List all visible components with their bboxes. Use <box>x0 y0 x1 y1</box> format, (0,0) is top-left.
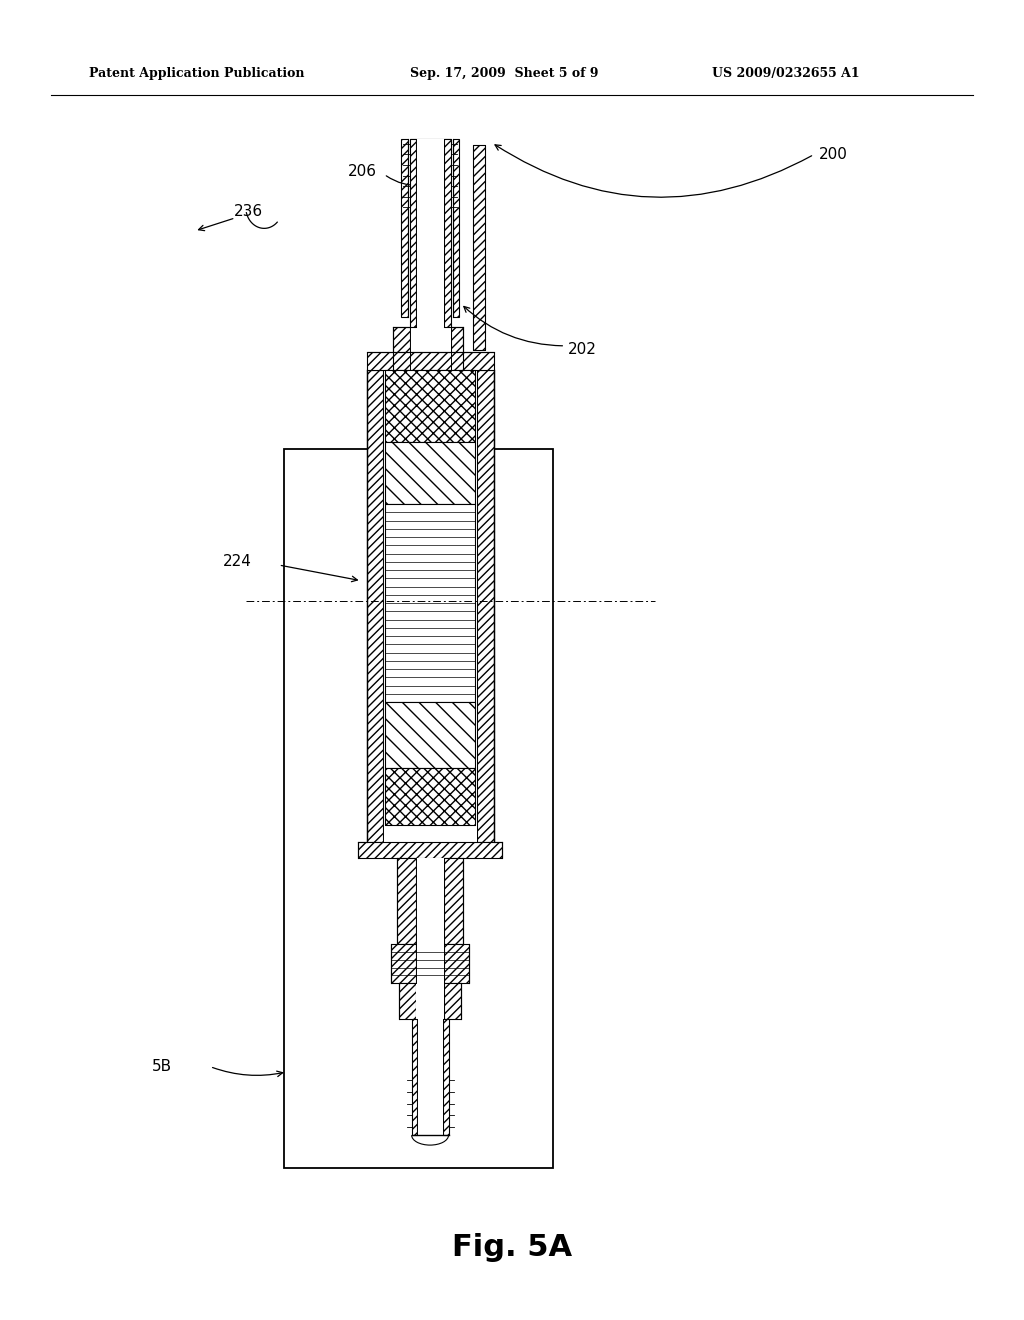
Bar <box>444 944 469 983</box>
Text: 206: 206 <box>348 164 377 180</box>
Bar <box>473 145 485 350</box>
Bar <box>477 370 494 842</box>
Bar <box>412 1019 417 1135</box>
Bar <box>401 139 408 317</box>
Bar <box>397 858 416 944</box>
Text: 200: 200 <box>819 147 848 162</box>
Bar <box>416 983 444 1019</box>
Bar <box>453 139 459 317</box>
Bar <box>385 702 475 768</box>
Text: Fig. 5A: Fig. 5A <box>452 1233 572 1262</box>
Text: US 2009/0232655 A1: US 2009/0232655 A1 <box>712 67 859 81</box>
Text: 224: 224 <box>223 553 252 569</box>
Bar <box>385 504 475 702</box>
Bar <box>417 1019 443 1135</box>
Bar <box>451 327 463 370</box>
Bar <box>383 370 477 842</box>
Bar <box>408 139 453 317</box>
Bar <box>399 983 416 1019</box>
Bar <box>385 768 475 825</box>
Bar <box>358 842 502 858</box>
Text: Patent Application Publication: Patent Application Publication <box>89 67 304 81</box>
Text: 5B: 5B <box>152 1059 172 1074</box>
Bar <box>367 370 383 842</box>
Bar <box>410 139 416 327</box>
Bar <box>393 327 410 370</box>
Text: Sep. 17, 2009  Sheet 5 of 9: Sep. 17, 2009 Sheet 5 of 9 <box>410 67 598 81</box>
Bar <box>444 858 463 944</box>
Bar <box>385 370 475 442</box>
Bar <box>385 442 475 504</box>
Bar <box>443 1019 449 1135</box>
Bar <box>416 139 444 327</box>
Bar <box>284 449 553 1168</box>
Text: 202: 202 <box>568 342 597 358</box>
Bar <box>391 944 416 983</box>
Bar <box>444 139 451 327</box>
Bar <box>416 944 444 983</box>
Bar <box>410 327 451 370</box>
Bar <box>410 139 451 152</box>
Bar <box>444 983 461 1019</box>
Bar <box>416 858 444 944</box>
Bar <box>367 352 494 370</box>
Text: 236: 236 <box>233 203 262 219</box>
